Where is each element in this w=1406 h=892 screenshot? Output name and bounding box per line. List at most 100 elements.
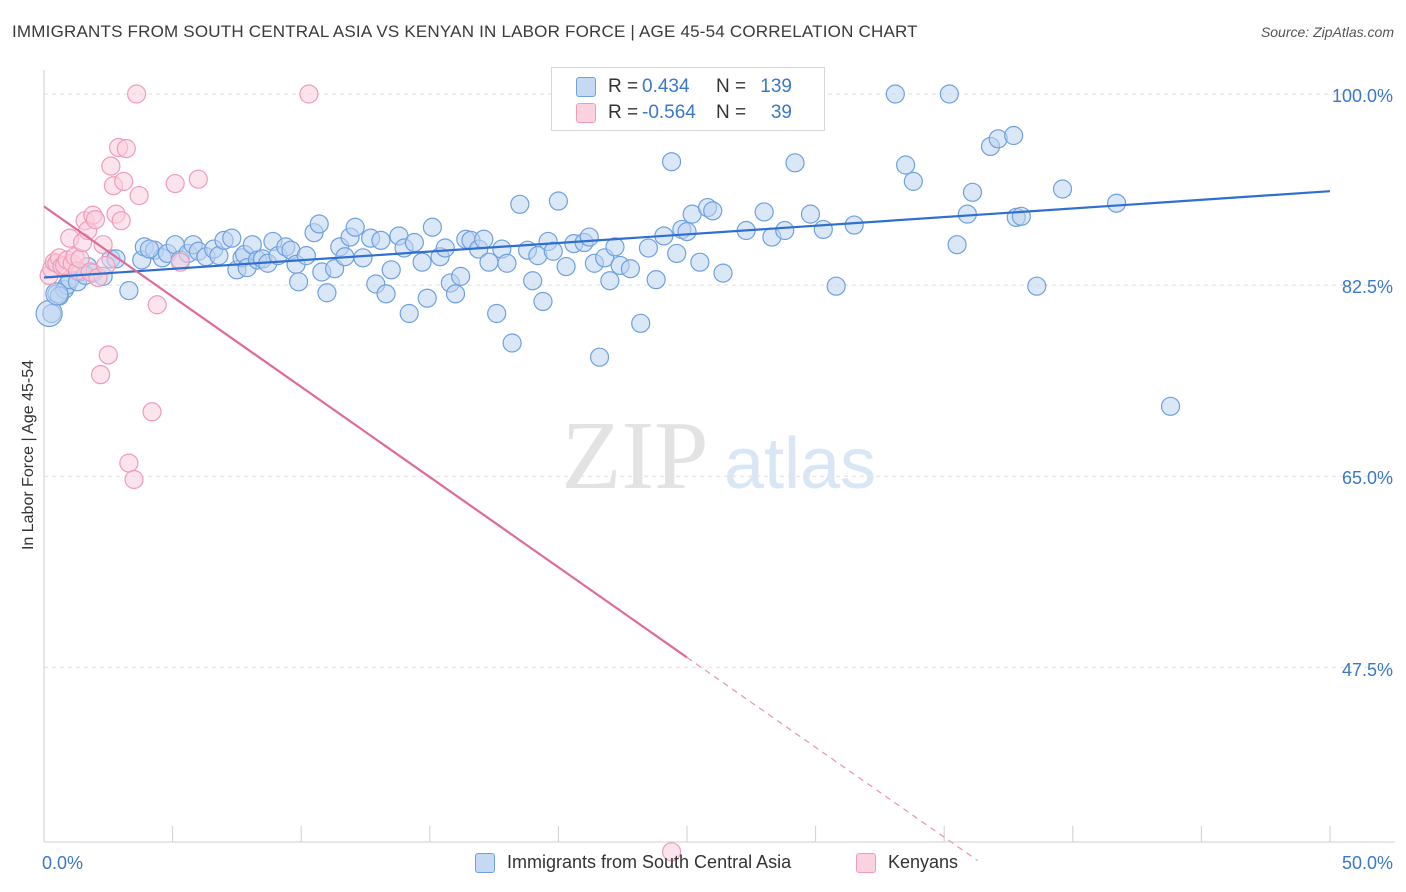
- data-point: [677, 222, 697, 242]
- x-axis-max-label: 50.0%: [1341, 853, 1393, 873]
- data-point: [754, 202, 774, 222]
- gridlines: [44, 93, 1395, 668]
- trend-line-south-central-asia: [43, 190, 1331, 279]
- legend-n-value: 39: [770, 102, 792, 123]
- data-point: [667, 243, 687, 264]
- data-point: [126, 84, 147, 104]
- data-point: [474, 229, 494, 249]
- data-point: [543, 241, 563, 261]
- legend-swatch-blue: [576, 77, 596, 97]
- y-tick-label: 82.5%: [1341, 277, 1393, 297]
- data-point: [690, 252, 710, 272]
- data-point: [703, 201, 723, 221]
- legend-item-south-central-asia[interactable]: Immigrants from South Central Asia: [475, 852, 791, 873]
- data-point: [813, 219, 833, 240]
- data-point: [713, 263, 733, 283]
- data-point: [631, 313, 651, 333]
- data-point: [371, 230, 391, 250]
- data-point: [826, 276, 846, 296]
- data-point: [165, 173, 185, 194]
- data-point: [775, 220, 795, 241]
- legend-label: Kenyans: [888, 852, 959, 872]
- data-point: [1160, 396, 1181, 416]
- data-point: [903, 171, 923, 191]
- data-point: [451, 266, 471, 286]
- data-point: [497, 253, 517, 273]
- data-point: [422, 217, 442, 237]
- data-point: [381, 260, 401, 280]
- y-tick-label: 100.0%: [1331, 86, 1393, 106]
- data-point: [170, 252, 190, 272]
- series-south-central-asia-points: [35, 84, 1181, 416]
- trend-line-kenyans: [43, 205, 688, 659]
- data-point: [317, 283, 337, 303]
- data-point: [90, 365, 111, 385]
- data-point: [939, 84, 959, 104]
- data-point: [988, 129, 1008, 149]
- data-point: [523, 271, 543, 291]
- data-point: [605, 237, 625, 257]
- data-point: [1027, 276, 1047, 296]
- data-point: [487, 303, 507, 324]
- legend-swatch-blue: [475, 852, 495, 873]
- data-point: [101, 156, 121, 176]
- data-point: [435, 238, 455, 258]
- data-point: [1106, 193, 1127, 213]
- data-point: [579, 227, 599, 247]
- data-point: [620, 259, 641, 279]
- y-tick-label: 65.0%: [1341, 468, 1393, 488]
- data-point: [445, 284, 466, 304]
- data-point: [661, 842, 682, 862]
- data-point: [896, 155, 916, 175]
- data-point: [376, 284, 396, 304]
- axes: [43, 70, 1395, 843]
- trend-lines: [43, 190, 1331, 862]
- data-point: [510, 194, 530, 214]
- legend-r-value: 0.434: [642, 76, 690, 97]
- data-point: [111, 211, 131, 231]
- legend-n-value: 139: [760, 76, 792, 97]
- legend-label: Immigrants from South Central Asia: [507, 852, 792, 872]
- data-point: [646, 270, 666, 290]
- data-point: [309, 214, 329, 234]
- data-point: [502, 333, 522, 353]
- legend-swatch-pink: [856, 852, 876, 873]
- trend-line-kenyans-extension: [686, 656, 978, 862]
- legend-n-label: N =: [716, 102, 747, 123]
- legend-item-kenyans[interactable]: Kenyans: [856, 852, 958, 873]
- watermark-atlas: atlas: [724, 424, 876, 504]
- data-point: [1011, 206, 1031, 226]
- data-point: [93, 235, 113, 255]
- data-point: [947, 235, 967, 255]
- data-point: [98, 345, 118, 365]
- data-point: [188, 169, 208, 189]
- watermark-zip: ZIP: [562, 402, 709, 510]
- data-point: [299, 84, 319, 104]
- data-point: [289, 272, 309, 292]
- data-point: [800, 204, 821, 224]
- legend-r-value: -0.564: [642, 102, 696, 123]
- data-point: [85, 209, 106, 230]
- bottom-legend: Immigrants from South Central Asia Kenya…: [0, 852, 1406, 878]
- data-point: [124, 469, 144, 490]
- data-point: [353, 248, 373, 268]
- data-point: [533, 291, 553, 312]
- legend-n-label: N =: [716, 76, 747, 97]
- legend-row-series1: R = 0.434 N = 139: [576, 75, 792, 99]
- data-point: [139, 239, 160, 259]
- data-point: [589, 347, 610, 367]
- watermark: ZIP atlas: [562, 402, 877, 510]
- data-point: [548, 191, 569, 211]
- data-point: [844, 215, 864, 235]
- data-point: [114, 171, 134, 191]
- data-point: [412, 252, 432, 272]
- data-point: [45, 282, 69, 306]
- data-point: [129, 185, 149, 206]
- data-point: [885, 84, 905, 104]
- data-point: [785, 153, 805, 173]
- series-kenyans-points: [39, 84, 682, 862]
- chart-source: Source: ZipAtlas.com: [1260, 24, 1394, 40]
- data-point: [404, 232, 424, 253]
- data-point: [142, 402, 162, 422]
